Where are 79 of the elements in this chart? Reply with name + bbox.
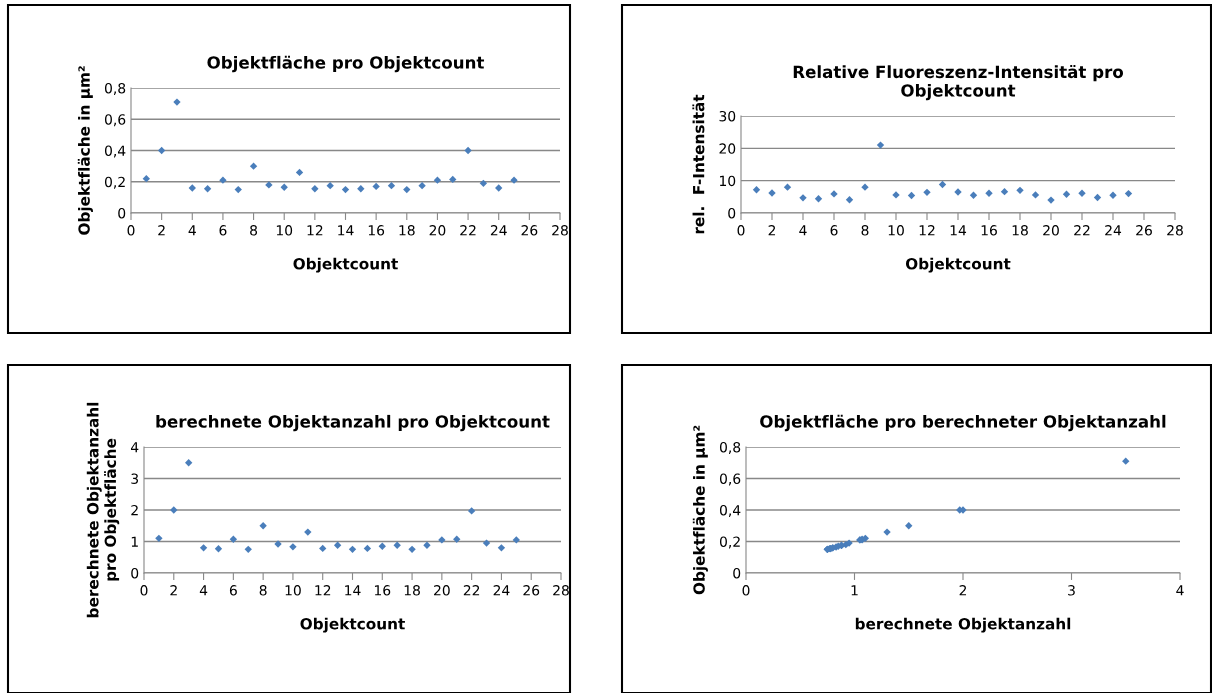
y-tick-label: 0	[728, 207, 736, 219]
x-tick-label: 10	[888, 225, 904, 236]
x-tick-label: 14	[345, 585, 361, 596]
chart-title: Objektfläche pro berechneter Objektanzahl	[760, 414, 1166, 432]
x-tick-label: 18	[1012, 225, 1028, 236]
x-axis-title: Objektcount	[293, 257, 398, 273]
y-tick-label: 0,6	[719, 473, 741, 486]
x-tick-label: 0	[140, 585, 148, 596]
x-tick-label: 16	[374, 585, 391, 596]
x-tick-label: 26	[521, 225, 538, 236]
x-tick-label: 8	[861, 225, 869, 236]
x-tick-label: 16	[981, 225, 997, 236]
chart-title: Relative Fluoreszenz-Intensität pro Objektcount	[793, 64, 1124, 101]
x-tick-label: 28	[553, 585, 569, 596]
x-tick-label: 22	[463, 585, 480, 596]
y-tick-label: 0,8	[104, 82, 126, 95]
x-tick-label: 10	[276, 225, 293, 236]
x-tick-label: 1	[851, 585, 858, 596]
y-axis-title: rel. F-Intensität	[692, 94, 705, 234]
x-tick-label: 18	[399, 225, 415, 236]
y-tick-label: 20	[719, 143, 736, 154]
x-tick-label: 20	[434, 585, 450, 596]
y-tick-label: 0,4	[104, 145, 126, 158]
y-axis-title: berechnete Objektanzahl pro Objektfläche	[86, 402, 120, 618]
x-tick-label: 18	[404, 585, 420, 596]
y-tick-label: 1	[131, 536, 138, 547]
x-tick-label: 2	[158, 225, 165, 236]
x-tick-label: 6	[830, 225, 838, 236]
y-tick-label: 0	[733, 567, 741, 579]
x-tick-label: 2	[768, 225, 776, 236]
x-axis-title: Objektcount	[300, 617, 405, 633]
x-tick-label: 4	[188, 225, 196, 236]
x-tick-label: 24	[490, 225, 507, 236]
y-tick-label: 30	[719, 110, 736, 122]
x-tick-label: 14	[950, 225, 967, 236]
y-tick-label: 0	[131, 567, 139, 579]
x-tick-label: 12	[307, 225, 323, 236]
x-axis-title: Objektcount	[905, 257, 1011, 273]
y-tick-label: 0	[118, 207, 126, 219]
x-tick-label: 24	[493, 585, 510, 596]
x-tick-label: 14	[338, 225, 354, 236]
chart-title: berechnete Objektanzahl pro Objektcount	[156, 414, 550, 432]
x-tick-label: 26	[523, 585, 540, 596]
x-axis-title: berechnete Objektanzahl	[855, 617, 1071, 633]
y-tick-label: 0,2	[104, 176, 125, 189]
x-tick-label: 8	[250, 225, 258, 236]
y-tick-label: 2	[131, 504, 138, 516]
x-tick-label: 16	[368, 225, 385, 236]
x-tick-label: 28	[1167, 225, 1183, 236]
x-tick-label: 2	[959, 585, 967, 596]
x-tick-label: 22	[460, 225, 476, 236]
x-tick-label: 4	[1176, 585, 1184, 596]
x-tick-label: 22	[1074, 225, 1090, 236]
x-tick-label: 2	[170, 585, 177, 596]
y-axis-title: Objektfläche in µm²	[692, 425, 708, 595]
y-axis-title: Objektfläche in µm²	[77, 66, 93, 235]
x-tick-label: 4	[199, 585, 208, 596]
y-tick-label: 0,8	[719, 441, 741, 454]
y-tick-label: 10	[719, 175, 736, 187]
x-tick-label: 10	[285, 585, 301, 596]
x-tick-label: 8	[259, 585, 267, 596]
x-tick-label: 24	[1105, 225, 1122, 236]
x-tick-label: 20	[1043, 225, 1059, 236]
x-tick-label: 6	[219, 225, 227, 236]
x-tick-label: 12	[919, 225, 935, 236]
y-tick-label: 3	[131, 473, 139, 484]
x-tick-label: 3	[1068, 585, 1075, 596]
y-tick-label: 4	[130, 442, 139, 453]
chart-title: Objektfläche pro Objektcount	[207, 55, 485, 73]
x-tick-label: 26	[1136, 225, 1152, 236]
x-tick-label: 0	[742, 585, 750, 596]
x-tick-label: 6	[229, 585, 237, 596]
x-tick-label: 4	[799, 225, 807, 236]
y-tick-label: 0,4	[719, 504, 741, 517]
x-tick-label: 28	[552, 225, 568, 236]
y-tick-label: 0,2	[719, 536, 740, 549]
x-tick-label: 20	[429, 225, 446, 236]
x-tick-label: 12	[315, 585, 331, 596]
y-tick-label: 0,6	[104, 114, 126, 127]
